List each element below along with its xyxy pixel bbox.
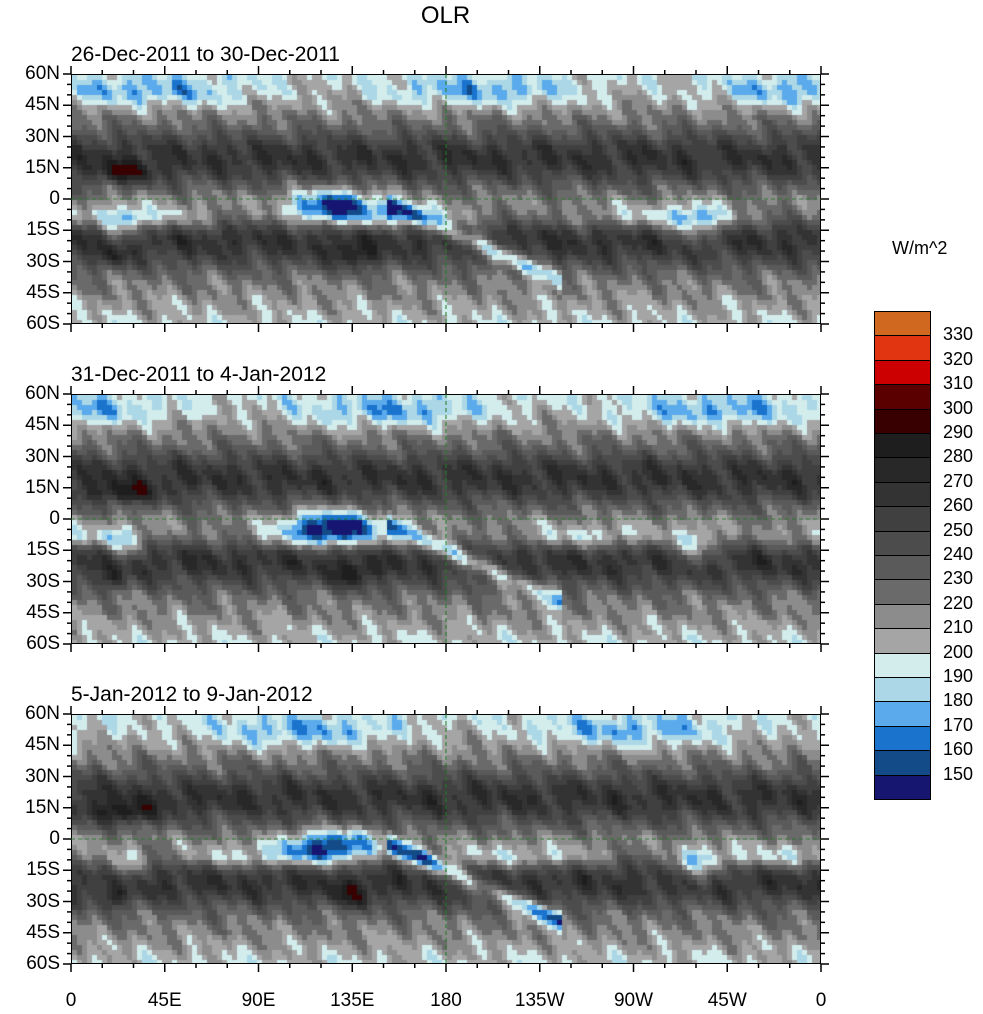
y-tick-label: 60S xyxy=(26,953,60,974)
panel-2-title: 31-Dec-2011 to 4-Jan-2012 xyxy=(71,363,327,386)
colorbar-label: 240 xyxy=(943,544,974,564)
y-tick-label: 0 xyxy=(49,508,60,529)
colorbar-label: 290 xyxy=(943,422,974,442)
colorbar-label: 250 xyxy=(943,519,974,540)
y-tick-label: 15S xyxy=(26,219,60,241)
colorbar-label: 150 xyxy=(943,763,974,784)
map-panel-1 xyxy=(71,74,821,324)
colorbar-label: 190 xyxy=(943,666,974,686)
colorbar-box xyxy=(874,506,931,532)
y-tick-label: 15N xyxy=(25,476,60,498)
y-tick-label: 60N xyxy=(25,63,60,84)
colorbar-box xyxy=(874,603,931,630)
colorbar-box xyxy=(874,725,931,752)
colorbar-box xyxy=(874,311,931,337)
colorbar-label: 160 xyxy=(943,739,974,760)
x-tick-label: 135E xyxy=(330,990,375,1011)
olr-field-3 xyxy=(72,715,820,963)
y-tick-label: 15S xyxy=(26,539,60,561)
y-tick-label: 60S xyxy=(26,633,60,654)
colorbar-label: 330 xyxy=(943,324,974,345)
colorbar-label: 180 xyxy=(943,690,974,711)
colorbar-label: 270 xyxy=(943,470,974,491)
y-tick-label: 15N xyxy=(25,796,60,818)
y-tick-label: 15S xyxy=(26,859,60,881)
colorbar-box xyxy=(874,750,931,776)
colorbar-box xyxy=(874,677,931,703)
olr-field-2 xyxy=(72,395,820,643)
colorbar-box xyxy=(874,359,931,386)
y-tick-label: 45N xyxy=(25,414,60,436)
y-tick-label: 60N xyxy=(25,383,60,404)
colorbar-box xyxy=(874,408,931,434)
colorbar-label: 280 xyxy=(943,446,974,467)
y-tick-label: 30N xyxy=(25,765,60,787)
colorbar-box xyxy=(874,628,931,654)
y-tick-label: 45S xyxy=(26,281,60,303)
y-tick-label: 30S xyxy=(26,250,60,272)
y-tick-label: 0 xyxy=(49,188,60,209)
x-tick-label: 0 xyxy=(65,990,77,1011)
x-tick-label: 135W xyxy=(514,990,565,1011)
map-panel-2 xyxy=(71,394,821,644)
colorbar-box xyxy=(874,457,931,483)
olr-field-1 xyxy=(72,75,820,323)
colorbar-label: 320 xyxy=(943,348,974,369)
colorbar-units: W/m^2 xyxy=(892,238,948,258)
x-tick-label: 45W xyxy=(707,990,747,1011)
colorbar-box xyxy=(874,433,931,459)
x-tick-label: 90W xyxy=(613,990,654,1011)
x-tick-label: 45E xyxy=(147,990,182,1011)
colorbar-label: 200 xyxy=(943,641,974,662)
y-tick-label: 45S xyxy=(26,601,60,623)
colorbar-box xyxy=(874,335,931,361)
colorbar-label: 230 xyxy=(943,568,974,589)
map-panel-3 xyxy=(71,714,821,964)
colorbar-box xyxy=(874,384,931,410)
y-tick-label: 45S xyxy=(26,921,60,943)
y-tick-label: 60S xyxy=(26,313,60,334)
colorbar-box xyxy=(874,652,931,678)
x-tick-label: 90E xyxy=(241,990,276,1011)
colorbar-box xyxy=(874,774,931,800)
colorbar-box xyxy=(874,701,931,727)
y-tick-label: 0 xyxy=(49,828,60,849)
chart-title: OLR xyxy=(420,2,471,29)
colorbar-label: 260 xyxy=(943,495,974,516)
y-tick-label: 45N xyxy=(25,94,60,116)
x-tick-label: 180 xyxy=(430,990,462,1011)
panel-1-title: 26-Dec-2011 to 30-Dec-2011 xyxy=(71,43,340,66)
y-tick-label: 45N xyxy=(25,734,60,756)
colorbar-box xyxy=(874,481,931,508)
colorbar-label: 300 xyxy=(943,397,974,418)
colorbar-label: 170 xyxy=(943,714,974,735)
y-tick-label: 30N xyxy=(25,125,60,147)
y-tick-label: 30N xyxy=(25,445,60,467)
colorbar-label: 220 xyxy=(943,592,974,613)
y-tick-label: 30S xyxy=(26,570,60,592)
y-tick-label: 15N xyxy=(25,156,60,178)
y-tick-label: 60N xyxy=(25,703,60,724)
y-tick-label: 30S xyxy=(26,890,60,912)
panel-3-title: 5-Jan-2012 to 9-Jan-2012 xyxy=(71,683,313,706)
colorbar-box xyxy=(874,530,931,556)
colorbar-label: 310 xyxy=(943,373,974,394)
colorbar-box xyxy=(874,555,931,581)
colorbar-label: 210 xyxy=(943,617,974,638)
x-tick-label: 0 xyxy=(815,990,827,1011)
colorbar-box xyxy=(874,579,931,605)
